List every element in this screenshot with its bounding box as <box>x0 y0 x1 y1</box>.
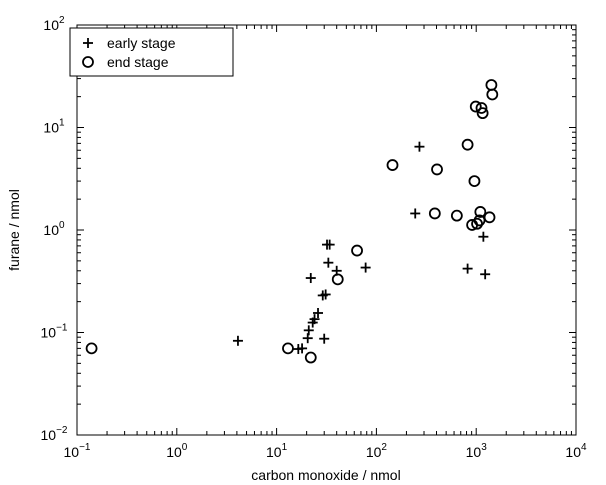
early-stage-point <box>414 141 425 152</box>
early-stage-point <box>462 263 473 274</box>
early-stage-point <box>478 231 489 242</box>
early-stage-point <box>323 257 334 268</box>
end-stage-point <box>450 209 463 222</box>
early-stage-point <box>319 333 330 344</box>
end-stage-point <box>351 244 363 257</box>
x-tick-label: 100 <box>166 442 188 460</box>
x-tick-label: 103 <box>466 442 488 460</box>
x-tick-label: 102 <box>366 442 388 460</box>
end-stage-point <box>476 107 489 120</box>
end-stage-point <box>486 88 499 101</box>
early-stage-point <box>305 273 316 284</box>
early-stage-point <box>302 333 313 344</box>
legend-box <box>69 27 234 77</box>
end-stage-point <box>431 163 443 176</box>
legend-marker-plus-icon <box>83 38 93 48</box>
legend-label: early stage <box>107 35 176 51</box>
y-tick-label: 10−2 <box>41 425 68 443</box>
early-stage-point <box>232 335 243 346</box>
x-tick-label: 104 <box>565 442 587 460</box>
end-stage-point <box>483 211 496 224</box>
end-stage-point <box>331 273 344 286</box>
early-stage-point <box>309 314 320 325</box>
x-axis-label: carbon monoxide / nmol <box>251 467 400 483</box>
end-stage-point <box>461 138 474 151</box>
end-stage-point <box>304 351 317 364</box>
y-tick-label: 101 <box>43 118 65 136</box>
plot-area <box>76 24 577 436</box>
data-points <box>85 79 499 364</box>
x-tick-label: 101 <box>266 442 288 460</box>
legend: early stage end stage <box>69 27 234 77</box>
early-stage-point <box>320 289 331 300</box>
early-stage-point <box>297 343 308 354</box>
end-stage-point <box>428 207 441 220</box>
end-stage-point <box>85 342 98 355</box>
end-stage-point <box>282 342 294 355</box>
early-stage-point <box>303 325 314 336</box>
early-stage-point <box>360 262 371 273</box>
y-tick-label: 102 <box>43 15 65 33</box>
end-stage-point <box>468 175 481 187</box>
early-stage-point <box>410 208 421 219</box>
legend-label: end stage <box>107 54 169 70</box>
y-tick-label: 10−1 <box>41 323 68 341</box>
end-stage-point <box>474 206 487 218</box>
legend-marker-circle-icon <box>82 56 94 68</box>
x-tick-label: 10−1 <box>64 442 91 460</box>
end-stage-point <box>469 100 482 113</box>
early-stage-point <box>313 307 324 318</box>
early-stage-point <box>480 269 491 280</box>
early-stage-point <box>324 239 335 250</box>
end-stage-point <box>471 217 483 230</box>
end-stage-point <box>386 159 399 171</box>
end-stage-point <box>475 102 488 114</box>
y-tick-label: 100 <box>43 220 65 238</box>
y-axis-label: furane / nmol <box>6 189 22 271</box>
